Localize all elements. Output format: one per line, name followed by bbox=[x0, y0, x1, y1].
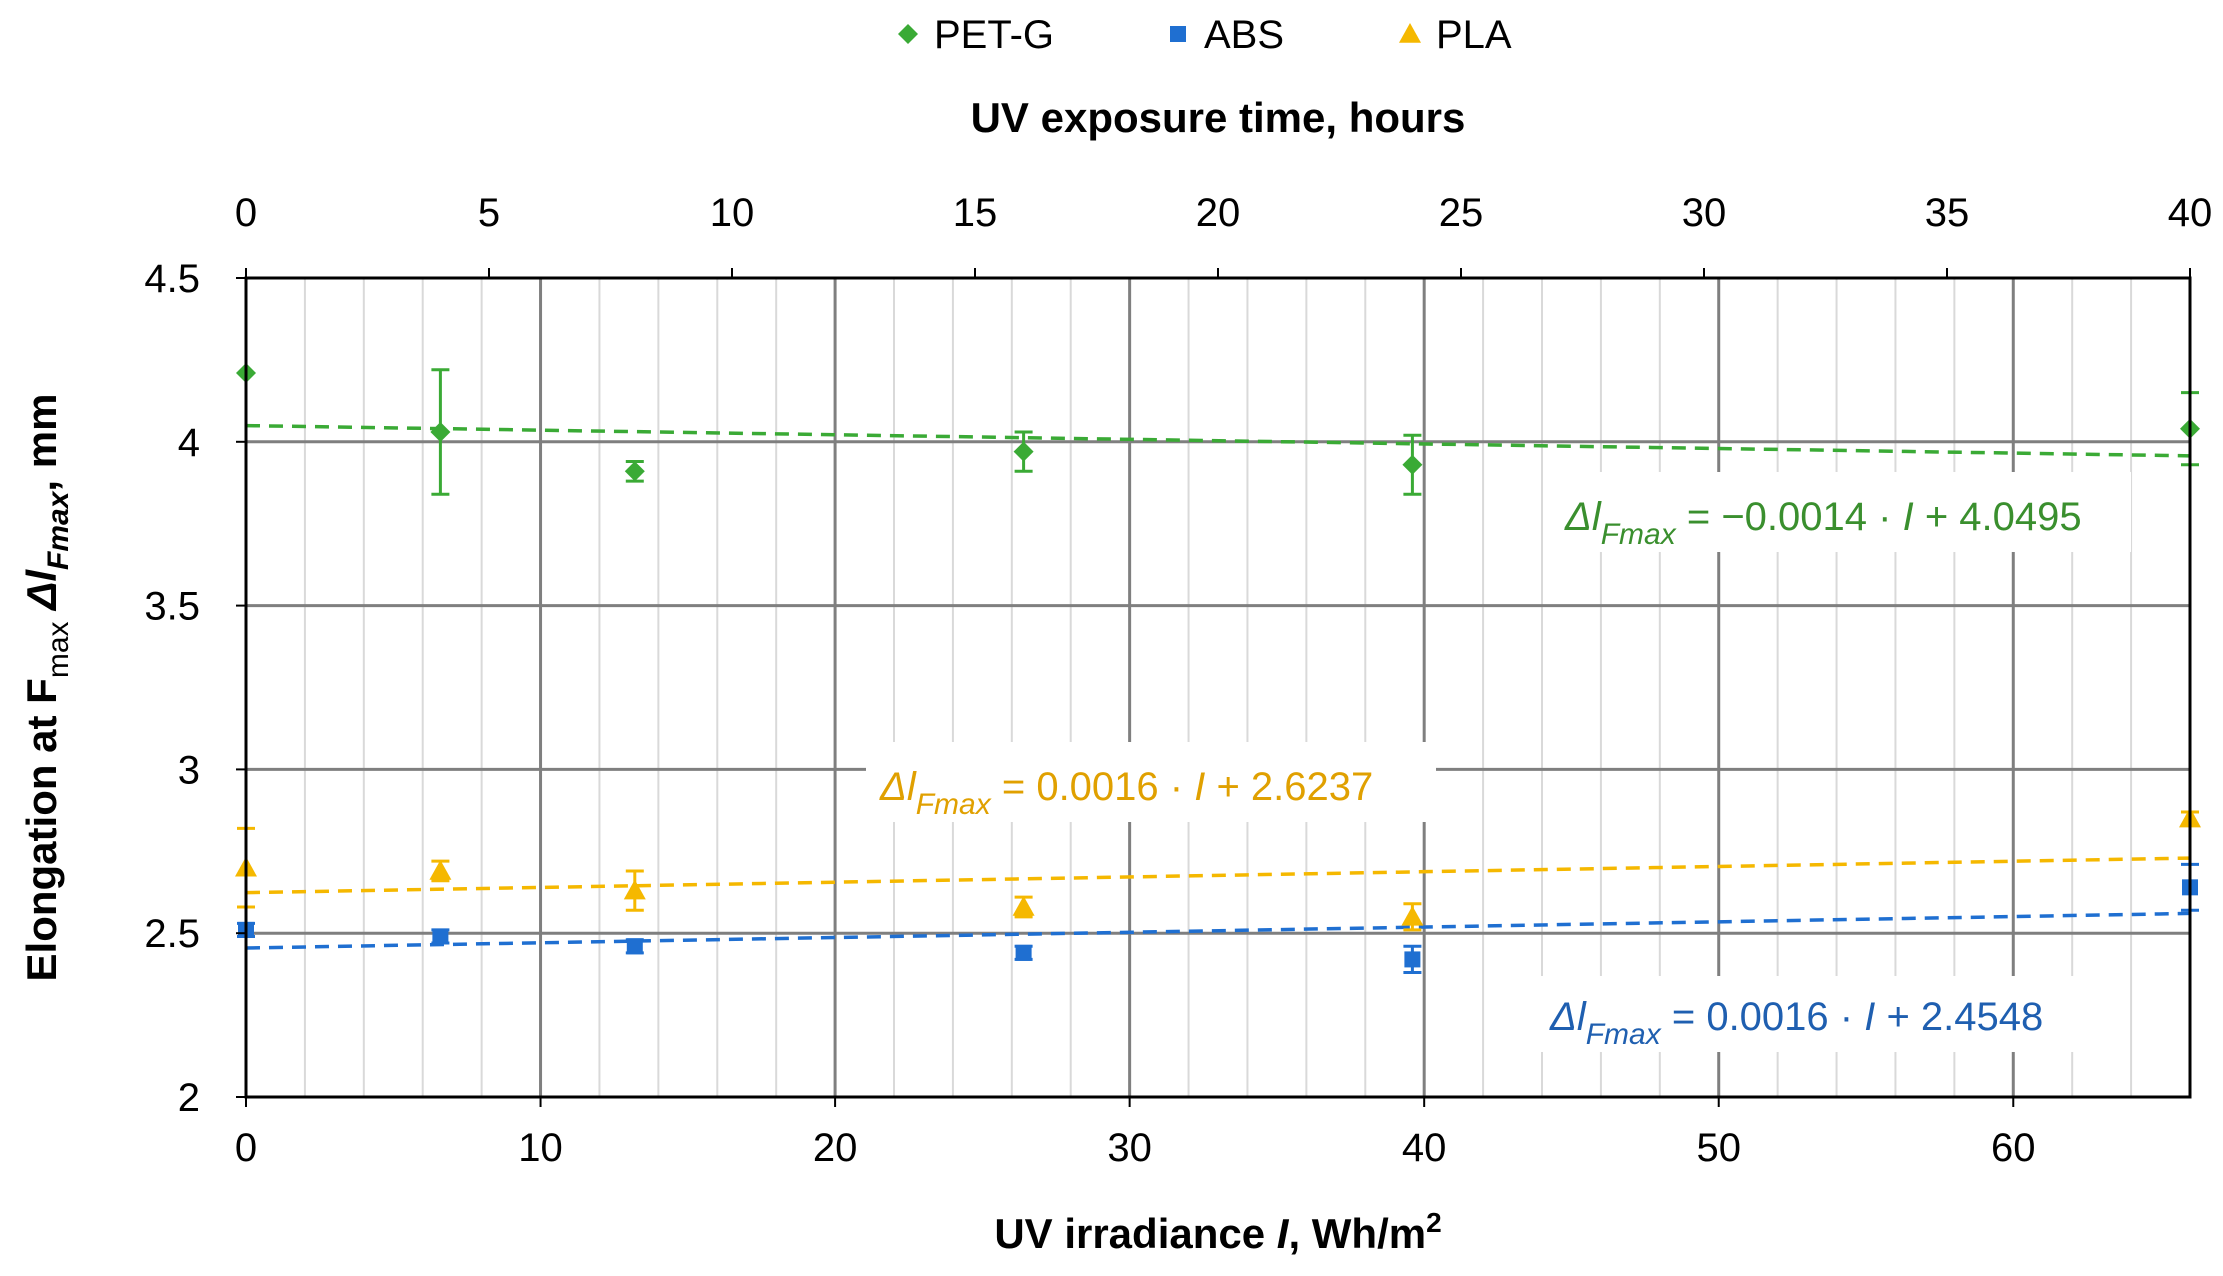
x-top-tick-label: 40 bbox=[2168, 191, 2213, 235]
legend-marker bbox=[1170, 26, 1186, 42]
x-title-prefix: UV irradiance bbox=[994, 1210, 1276, 1257]
data-point bbox=[1401, 905, 1424, 926]
data-point bbox=[429, 859, 452, 880]
legend-label: PET-G bbox=[934, 13, 1054, 57]
x-bottom-tick-label: 20 bbox=[813, 1126, 858, 1170]
data-point bbox=[623, 879, 646, 900]
eq-lhs: Δl bbox=[1549, 995, 1587, 1039]
equation-box bbox=[866, 742, 1436, 822]
y-tick-label: 3.5 bbox=[144, 585, 200, 629]
eq-lhs-sub: Fmax bbox=[1601, 518, 1677, 551]
eq-rhs-post: + 4.0495 bbox=[1914, 495, 2082, 539]
data-point-layer bbox=[235, 363, 2201, 968]
eq-var: I bbox=[1864, 995, 1875, 1039]
data-point bbox=[430, 421, 451, 442]
eq-lhs: Δl bbox=[1564, 495, 1602, 539]
x-top-tick-label: 0 bbox=[235, 191, 257, 235]
eq-rhs-pre: = 0.0016 · bbox=[991, 765, 1194, 809]
grid-layer bbox=[246, 278, 2190, 1097]
y-tick-label: 3 bbox=[178, 748, 200, 792]
x-top-tick-label: 5 bbox=[478, 191, 500, 235]
trendline bbox=[245, 856, 2191, 895]
eq-rhs-pre: = −0.0014 · bbox=[1676, 495, 1903, 539]
data-point bbox=[1012, 895, 1035, 916]
y-title-delta-sub: Fmax bbox=[42, 490, 75, 570]
eq-rhs-post: + 2.6237 bbox=[1205, 765, 1373, 809]
y-title-suffix: , mm bbox=[18, 394, 65, 492]
trend-equation: ΔlFmax = 0.0016 · I + 2.6237 bbox=[879, 765, 1373, 821]
x-top-tick-label: 10 bbox=[710, 191, 755, 235]
y-tick-label: 2.5 bbox=[144, 912, 200, 956]
data-point bbox=[624, 461, 645, 482]
legend: PET-G ABS PLA bbox=[898, 13, 1512, 57]
data-point bbox=[1013, 441, 1034, 462]
trendline bbox=[245, 423, 2191, 458]
x-top-tick-label: 15 bbox=[953, 191, 998, 235]
x-bottom-tick-label: 60 bbox=[1991, 1126, 2036, 1170]
x-title-suffix: , Wh/m bbox=[1288, 1210, 1426, 1257]
y-title-prefix: Elongation at F bbox=[18, 678, 65, 981]
eq-lhs-sub: Fmax bbox=[1586, 1018, 1662, 1051]
x-bottom-tick-label: 40 bbox=[1402, 1126, 1447, 1170]
eq-var: I bbox=[1194, 765, 1205, 809]
eq-var: I bbox=[1903, 495, 1914, 539]
x-bottom-tick-label: 10 bbox=[518, 1126, 563, 1170]
eq-lhs: Δl bbox=[879, 765, 917, 809]
y-tick-label: 2 bbox=[178, 1076, 200, 1120]
eq-rhs-post: + 2.4548 bbox=[1875, 995, 2043, 1039]
x-bottom-axis-title: UV irradiance I, Wh/m2 bbox=[994, 1207, 1441, 1257]
data-point bbox=[1404, 951, 1421, 968]
x-bottom-tick-label: 50 bbox=[1696, 1126, 1741, 1170]
y-tick-label: 4 bbox=[178, 421, 200, 465]
x-top-tick-label: 25 bbox=[1439, 191, 1484, 235]
x-top-tick-label: 30 bbox=[1682, 191, 1727, 235]
data-point bbox=[432, 928, 449, 945]
legend-marker bbox=[898, 24, 918, 44]
x-title-var: I bbox=[1277, 1210, 1290, 1257]
eq-lhs-sub: Fmax bbox=[916, 788, 992, 821]
trend-equation: ΔlFmax = 0.0016 · I + 2.4548 bbox=[1549, 995, 2043, 1051]
x-top-tick-label: 35 bbox=[1925, 191, 1970, 235]
legend-marker bbox=[1399, 23, 1421, 43]
y-axis-title: Elongation at Fmax ΔlFmax, mm bbox=[18, 394, 75, 982]
equation-box bbox=[1536, 976, 2096, 1052]
x-top-axis-title: UV exposure time, hours bbox=[971, 94, 1466, 141]
trend-equation: ΔlFmax = −0.0014 · I + 4.0495 bbox=[1564, 495, 2082, 551]
data-point bbox=[626, 938, 643, 955]
legend-label: ABS bbox=[1204, 13, 1284, 57]
eq-rhs-pre: = 0.0016 · bbox=[1661, 995, 1864, 1039]
tick-label-layer: 0 10 20 30 40 50 60 0 5 10 15 20 25 30 35 40 2 2.5 3 3.5 4 4.… bbox=[144, 191, 2212, 1170]
data-point bbox=[1402, 454, 1423, 475]
trendline bbox=[245, 911, 2191, 950]
legend-label: PLA bbox=[1436, 13, 1512, 57]
y-title-delta: Δl bbox=[18, 569, 65, 622]
y-title-sub: max bbox=[42, 621, 75, 678]
x-top-tick-label: 20 bbox=[1196, 191, 1241, 235]
equation-box bbox=[1551, 472, 2131, 552]
data-point bbox=[1015, 944, 1032, 961]
x-bottom-tick-label: 30 bbox=[1107, 1126, 1152, 1170]
y-tick-label: 4.5 bbox=[144, 257, 200, 301]
trend-layer bbox=[245, 423, 2191, 950]
x-title-sup: 2 bbox=[1426, 1207, 1442, 1238]
x-bottom-tick-label: 0 bbox=[235, 1126, 257, 1170]
